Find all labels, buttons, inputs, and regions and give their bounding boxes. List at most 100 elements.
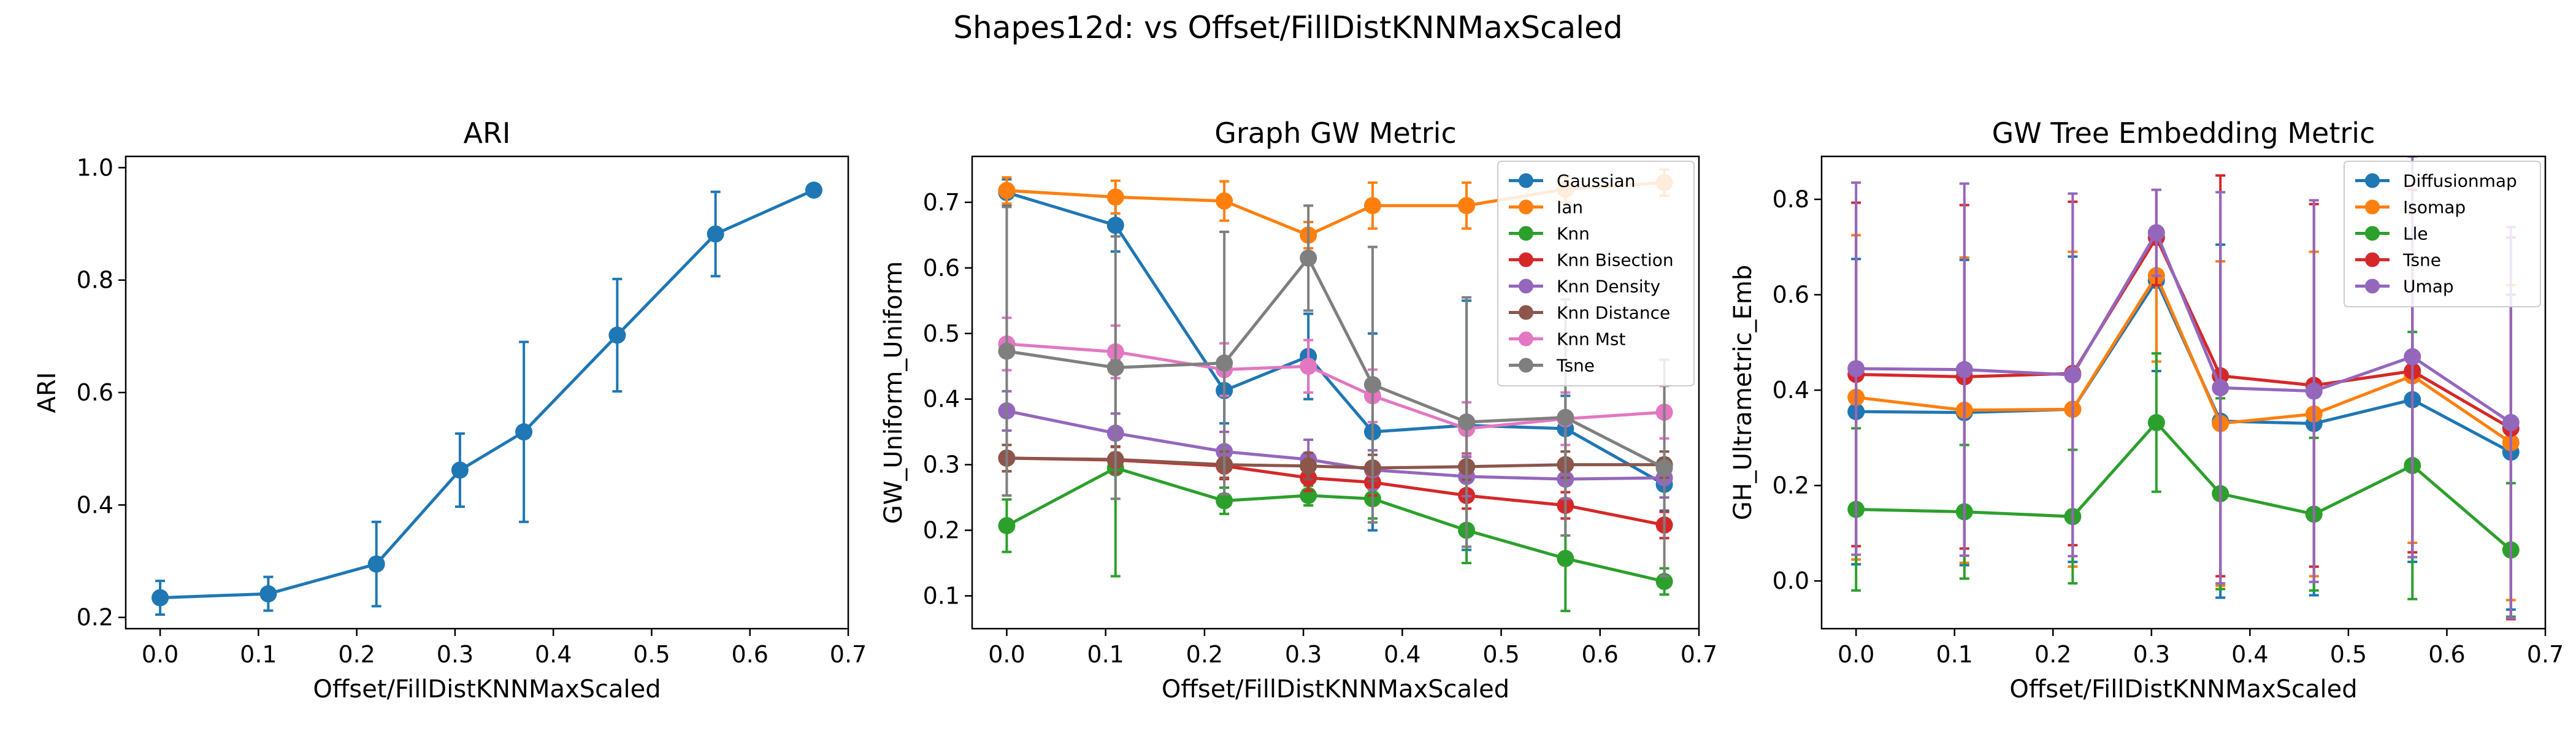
legend-marker <box>1519 305 1533 320</box>
data-point <box>608 326 626 344</box>
x-tick-label: 0.1 <box>240 641 277 668</box>
y-tick-label: 0.8 <box>1773 186 1809 213</box>
figure-title: Shapes12d: vs Offset/FillDistKNNMaxScale… <box>953 10 1622 45</box>
series-series-0 <box>151 182 822 616</box>
plot-area <box>998 168 1673 613</box>
legend-marker <box>2365 252 2380 267</box>
plot-area <box>151 182 822 616</box>
x-tick-label: 0.0 <box>142 641 178 668</box>
y-tick-label: 0.2 <box>1773 472 1809 499</box>
data-point <box>367 555 385 573</box>
data-point <box>1106 359 1124 377</box>
x-tick-label: 0.2 <box>1186 641 1223 668</box>
data-point <box>1106 217 1124 234</box>
x-tick-label: 0.5 <box>1482 641 1519 668</box>
data-point <box>998 182 1016 199</box>
data-point <box>259 585 277 603</box>
series-line <box>1006 256 1665 470</box>
panel-title: GW Tree Embedding Metric <box>1992 117 2375 150</box>
panel-title: ARI <box>464 117 511 150</box>
data-point <box>1300 249 1317 267</box>
legend-marker <box>2365 199 2380 215</box>
legend-marker <box>1519 331 1533 347</box>
legend-label: Knn Bisection <box>1557 250 1674 270</box>
x-tick-label: 0.2 <box>338 641 375 668</box>
legend-label: Knn Distance <box>1557 303 1670 323</box>
data-point <box>1955 361 1973 378</box>
legend-marker <box>1519 358 1533 373</box>
axes-frame <box>971 155 1700 630</box>
y-tick-label: 0.0 <box>1773 567 1809 594</box>
legend-box <box>2344 161 2541 307</box>
x-axis-label: Offset/FillDistKNNMaxScaled <box>313 675 661 703</box>
data-point <box>2064 366 2082 384</box>
legend-label: Knn Mst <box>1557 329 1626 350</box>
legend-label: Umap <box>2403 277 2454 297</box>
data-point <box>1363 376 1381 394</box>
y-tick-label: 0.6 <box>1773 282 1809 309</box>
data-point <box>1458 413 1476 431</box>
panel-1: Graph GW Metric 0.0 0.1 0.2 0.3 0.4 0.5 0.6 0.7 0… <box>880 117 1717 703</box>
y-tick-label: 0.4 <box>923 386 960 413</box>
series-line <box>1855 274 2512 444</box>
x-tick-label: 0.3 <box>437 641 473 668</box>
y-tick-label: 0.2 <box>77 604 113 631</box>
legend: Gaussian Ian Knn Knn Bisection Knn Density Kn… <box>1497 161 1695 386</box>
y-tick-label: 0.3 <box>923 451 960 478</box>
data-point <box>1655 459 1673 477</box>
x-tick-label: 0.6 <box>1582 641 1619 668</box>
data-point <box>451 461 469 479</box>
legend: Diffusionmap Isomap Lle Tsne Umap <box>2344 161 2541 307</box>
y-tick-label: 0.4 <box>77 491 113 518</box>
legend-label: Lle <box>2403 224 2428 244</box>
x-tick-label: 0.0 <box>1838 641 1874 668</box>
y-tick-label: 0.7 <box>923 189 960 216</box>
data-point <box>1557 408 1574 426</box>
x-tick-label: 0.1 <box>1936 641 1973 668</box>
x-tick-label: 0.3 <box>1285 641 1322 668</box>
data-point <box>1847 360 1865 378</box>
data-point <box>1557 550 1574 567</box>
legend-box <box>1497 161 1695 386</box>
legend-label: Knn Density <box>1557 277 1660 297</box>
legend-label: Tsne <box>1556 356 1595 376</box>
legend-marker <box>1519 173 1533 188</box>
data-point <box>2502 414 2520 431</box>
legend-marker <box>1519 252 1533 267</box>
series-line <box>1856 421 2512 551</box>
legend-marker <box>1519 226 1533 241</box>
data-point <box>2404 348 2421 366</box>
data-point <box>1106 188 1124 206</box>
y-tick-label: 0.2 <box>923 517 960 544</box>
x-tick-label: 0.4 <box>2231 641 2268 668</box>
series-tsne <box>998 204 1673 578</box>
panels: ARI 0.0 0.1 0.2 0.3 0.4 0.5 0.6 0.7 0.2 0.4 0.6 0.8 1… <box>33 117 2564 703</box>
x-tick-label: 0.3 <box>2133 641 2170 668</box>
data-point <box>998 517 1016 535</box>
series-line <box>1006 191 1665 486</box>
series-umap <box>1847 156 2520 619</box>
legend-label: Ian <box>1557 197 1583 218</box>
data-point <box>805 182 822 199</box>
x-tick-label: 0.5 <box>2330 641 2367 668</box>
legend-label: Diffusionmap <box>2403 171 2517 191</box>
series-line <box>1006 466 1665 583</box>
y-tick-label: 0.5 <box>923 320 960 347</box>
y-axis-label: GH_Ultrametric_Emb <box>1729 265 1757 521</box>
data-point <box>1363 197 1381 215</box>
data-point <box>1216 492 1233 510</box>
x-axis-label: Offset/FillDistKNNMaxScaled <box>1162 675 1509 703</box>
x-tick-label: 0.1 <box>1087 641 1124 668</box>
axes-frame <box>125 155 849 630</box>
y-tick-label: 1.0 <box>77 154 113 181</box>
legend-marker <box>2365 278 2380 294</box>
panel-title: Graph GW Metric <box>1214 117 1456 150</box>
series-knn-density <box>998 389 1673 500</box>
data-point <box>998 342 1016 360</box>
x-axis-label: Offset/FillDistKNNMaxScaled <box>2009 675 2357 703</box>
data-point <box>707 225 724 243</box>
legend-marker <box>1519 278 1533 294</box>
x-tick-label: 0.0 <box>988 641 1025 668</box>
data-point <box>1300 457 1317 475</box>
data-point <box>1458 197 1476 215</box>
